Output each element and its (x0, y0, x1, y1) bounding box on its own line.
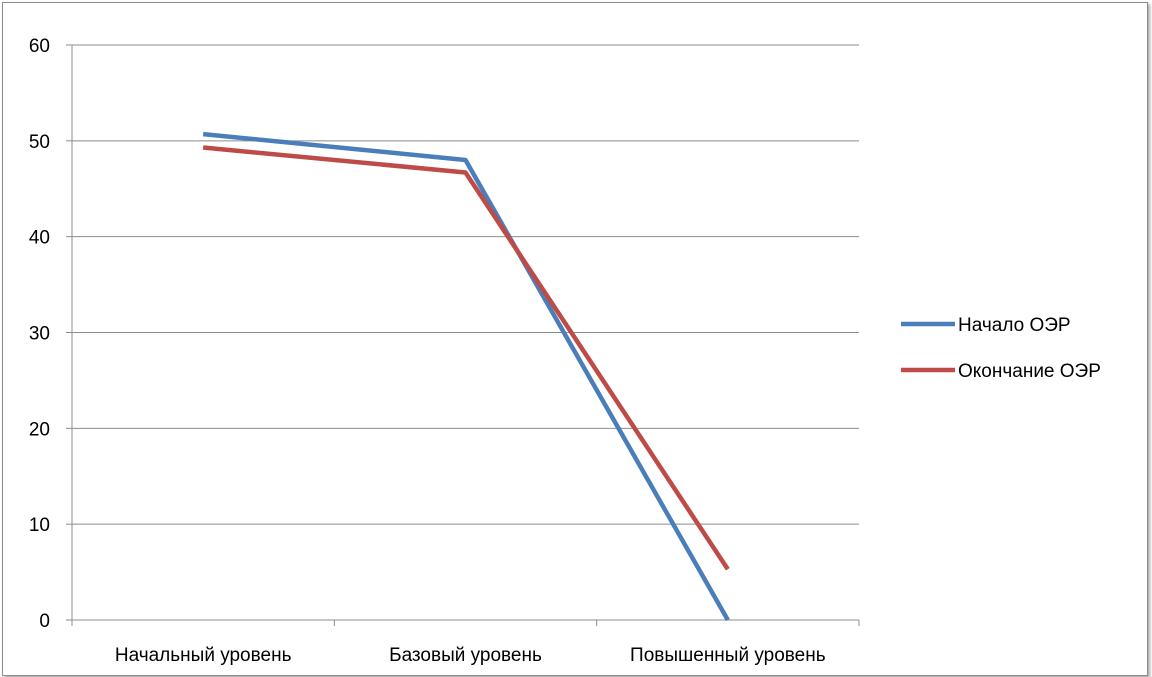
y-tick-label: 10 (29, 515, 50, 536)
legend-label: Начало ОЭР (958, 315, 1071, 336)
y-tick-label: 0 (39, 611, 50, 632)
x-tick-label: Повышенный уровень (630, 645, 826, 666)
x-tick-label: Базовый уровень (389, 645, 542, 666)
y-tick-label: 40 (29, 228, 50, 249)
y-tick-label: 50 (29, 132, 50, 153)
legend-label: Окончание ОЭР (958, 361, 1101, 382)
x-tick-label: Начальный уровень (115, 645, 292, 666)
y-tick-label: 30 (29, 324, 50, 345)
line-chart: 0 10 20 30 40 50 60 Начальный уровень Базовый ур… (29, 36, 1101, 666)
y-tick-label: 60 (29, 36, 50, 57)
series-line-1 (202, 131, 730, 622)
series-line-2 (202, 145, 730, 571)
y-tick-label: 20 (29, 419, 50, 440)
